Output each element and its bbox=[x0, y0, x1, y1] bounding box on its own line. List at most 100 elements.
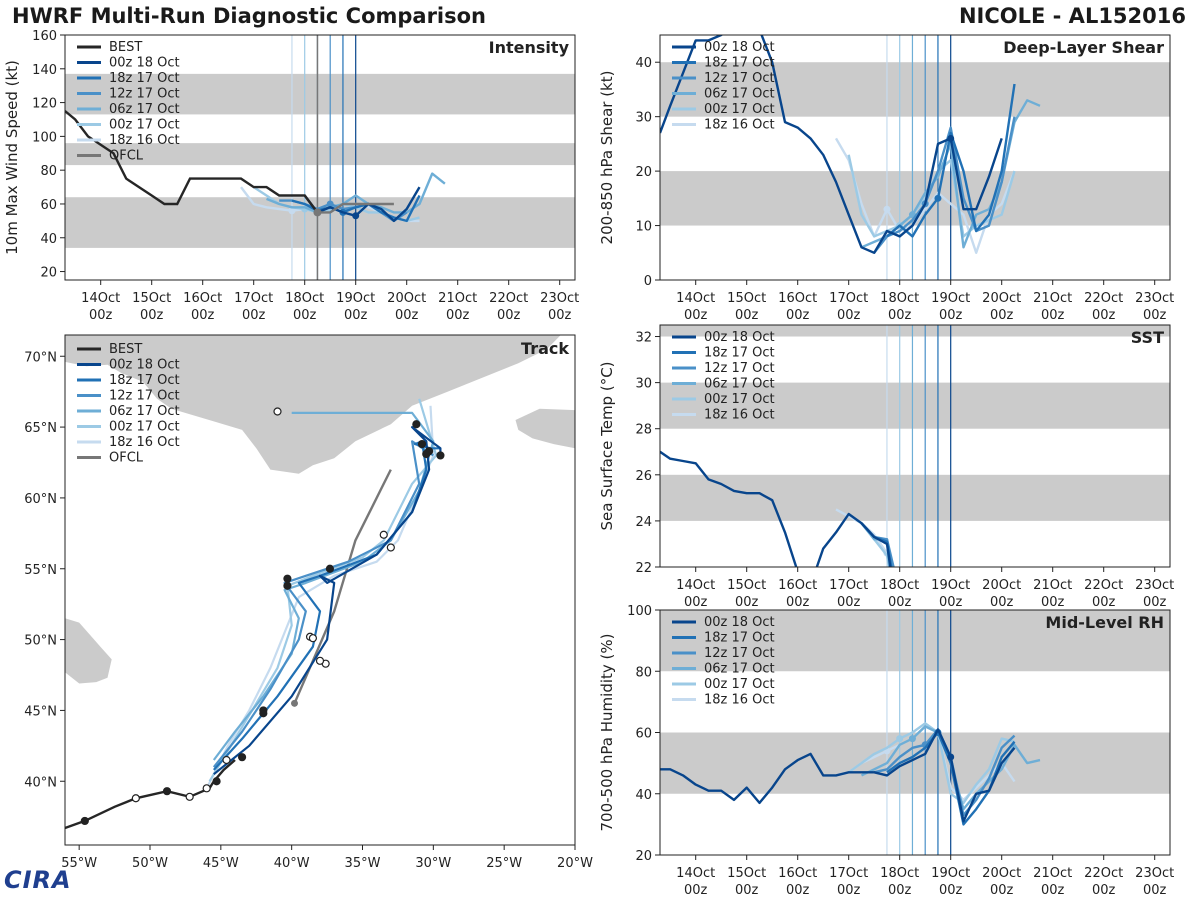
x-tick-sublabel: 00z bbox=[293, 308, 317, 323]
x-tick-sublabel: 00z bbox=[1041, 595, 1065, 610]
track-marker-12z bbox=[202, 784, 211, 793]
threshold-band bbox=[65, 143, 575, 166]
x-tick-sublabel: 00z bbox=[990, 308, 1014, 323]
legend-label: 18z 17 Oct bbox=[109, 71, 180, 86]
greenland-landmass bbox=[65, 335, 561, 474]
init-marker bbox=[896, 735, 904, 743]
x-tick-label: 14Oct bbox=[676, 866, 715, 881]
track-00z-18-oct bbox=[213, 426, 442, 776]
y-tick-label: 60 bbox=[40, 198, 57, 213]
legend-label: 06z 17 Oct bbox=[704, 87, 775, 102]
x-tick-sublabel: 00z bbox=[735, 883, 759, 898]
x-tick-label: 16Oct bbox=[778, 578, 817, 593]
x-tick-sublabel: 00z bbox=[1143, 308, 1167, 323]
track-best bbox=[65, 759, 236, 830]
series-ofcl bbox=[317, 202, 394, 214]
threshold-band bbox=[660, 382, 1170, 429]
x-tick-label: 50°W bbox=[132, 856, 168, 871]
x-tick-label: 15Oct bbox=[727, 578, 766, 593]
series-12z-17-oct bbox=[873, 116, 1016, 254]
x-tick-sublabel: 00z bbox=[1092, 308, 1116, 323]
legend-label: OFCL bbox=[109, 149, 144, 164]
legend-label: 00z 18 Oct bbox=[704, 330, 775, 345]
init-marker bbox=[947, 134, 955, 142]
y-tick-label: 65°N bbox=[24, 421, 57, 436]
legend-label: 18z 16 Oct bbox=[704, 118, 775, 133]
series-18z-17-oct bbox=[886, 83, 1016, 238]
x-tick-label: 15Oct bbox=[132, 291, 171, 306]
x-tick-label: 17Oct bbox=[234, 291, 273, 306]
y-tick-label: 32 bbox=[635, 331, 652, 346]
x-tick-label: 22Oct bbox=[1084, 866, 1123, 881]
x-tick-label: 22Oct bbox=[489, 291, 528, 306]
x-tick-sublabel: 00z bbox=[837, 595, 861, 610]
x-tick-label: 16Oct bbox=[778, 291, 817, 306]
legend-label: 12z 17 Oct bbox=[704, 361, 775, 376]
legend-label: 00z 17 Oct bbox=[109, 118, 180, 133]
y-tick-label: 40°N bbox=[24, 775, 57, 790]
x-tick-label: 14Oct bbox=[676, 578, 715, 593]
series-06z-17-oct bbox=[860, 522, 891, 567]
series-group bbox=[65, 110, 446, 223]
legend-label: 18z 16 Oct bbox=[704, 693, 775, 708]
x-tick-sublabel: 00z bbox=[1143, 595, 1167, 610]
x-tick-label: 14Oct bbox=[81, 291, 120, 306]
x-tick-sublabel: 00z bbox=[888, 595, 912, 610]
legend-label: 06z 17 Oct bbox=[109, 102, 180, 117]
x-tick-label: 21Oct bbox=[1033, 866, 1072, 881]
x-tick-sublabel: 00z bbox=[837, 883, 861, 898]
track-lines bbox=[65, 398, 445, 830]
x-tick-sublabel: 00z bbox=[684, 595, 708, 610]
x-tick-label: 15Oct bbox=[727, 291, 766, 306]
x-tick-sublabel: 00z bbox=[939, 883, 963, 898]
y-tick-label: 20 bbox=[40, 266, 57, 281]
panel-rh: 20 40 60 80 100 14Oct 00z 15Oct 00z 16Oct 00z 17Oct… bbox=[598, 604, 1174, 898]
x-tick-sublabel: 00z bbox=[888, 308, 912, 323]
legend-label: 00z 17 Oct bbox=[704, 392, 775, 407]
legend-label: 06z 17 Oct bbox=[109, 404, 180, 419]
legend-label: 00z 17 Oct bbox=[704, 677, 775, 692]
x-tick-label: 20Oct bbox=[387, 291, 426, 306]
x-tick-sublabel: 00z bbox=[939, 308, 963, 323]
x-tick-sublabel: 00z bbox=[344, 308, 368, 323]
x-tick-label: 20Oct bbox=[982, 291, 1021, 306]
newfoundland-landmass bbox=[65, 618, 112, 684]
x-tick-sublabel: 00z bbox=[735, 595, 759, 610]
legend-label: BEST bbox=[109, 342, 142, 357]
x-tick-label: 23Oct bbox=[540, 291, 579, 306]
plot-frame bbox=[64, 34, 576, 281]
storm-title: NICOLE - AL152016 bbox=[958, 4, 1186, 28]
plot-frame bbox=[659, 34, 1171, 281]
x-tick-label: 23Oct bbox=[1135, 578, 1174, 593]
panel-title: Deep-Layer Shear bbox=[1003, 38, 1164, 57]
init-marker bbox=[288, 207, 296, 215]
track-marker-12z bbox=[379, 530, 388, 539]
track-marker-12z bbox=[131, 794, 140, 803]
track-marker-00z bbox=[412, 420, 421, 429]
series-group bbox=[660, 35, 1041, 255]
series-00z-18-oct bbox=[660, 728, 1016, 823]
y-tick-label: 30 bbox=[635, 111, 652, 126]
x-tick-label: 17Oct bbox=[829, 578, 868, 593]
y-tick-label: 160 bbox=[32, 29, 57, 44]
legend-label: 12z 17 Oct bbox=[704, 646, 775, 661]
x-tick-label: 20Oct bbox=[982, 866, 1021, 881]
y-tick-label: 100 bbox=[627, 604, 652, 619]
legend-label: 18z 17 Oct bbox=[109, 373, 180, 388]
panel-title: SST bbox=[1131, 328, 1164, 347]
x-tick-label: 19Oct bbox=[931, 866, 970, 881]
threshold-band bbox=[660, 62, 1170, 117]
track-marker-00z bbox=[212, 777, 221, 786]
y-axis-label: Sea Surface Temp (°C) bbox=[598, 361, 616, 530]
y-tick-label: 40 bbox=[635, 788, 652, 803]
x-tick-sublabel: 00z bbox=[786, 595, 810, 610]
legend-label: 06z 17 Oct bbox=[704, 377, 775, 392]
y-tick-label: 80 bbox=[635, 665, 652, 680]
x-tick-label: 14Oct bbox=[676, 291, 715, 306]
x-tick-sublabel: 00z bbox=[1041, 883, 1065, 898]
y-tick-label: 100 bbox=[32, 130, 57, 145]
y-tick-label: 70°N bbox=[24, 350, 57, 365]
